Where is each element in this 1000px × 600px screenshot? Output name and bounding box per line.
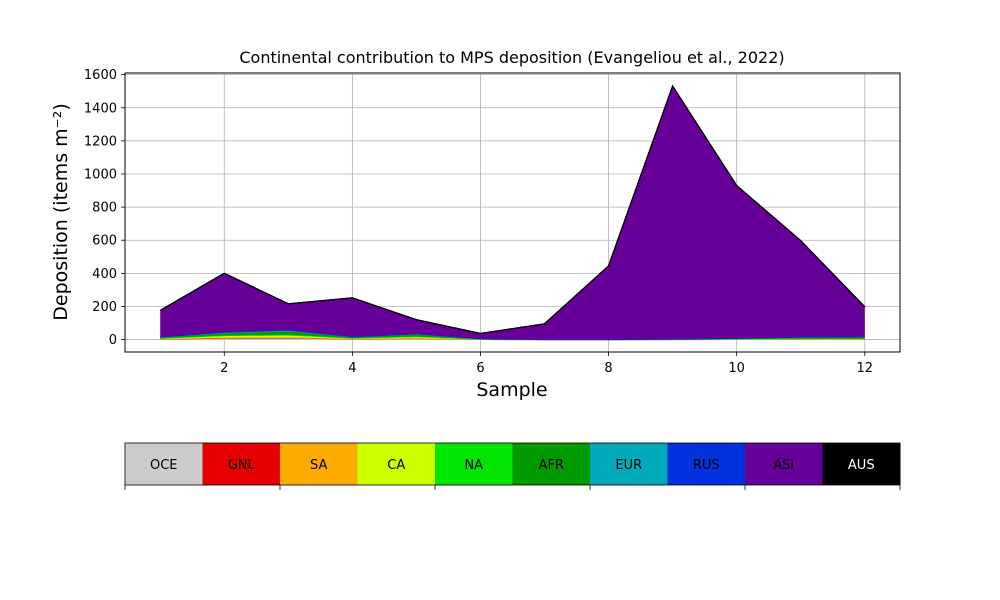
legend-label-afr: AFR <box>539 458 564 473</box>
legend-label-na: NA <box>464 458 483 473</box>
legend-swatch-gnl <box>202 443 281 485</box>
y-tick-label: 0 <box>109 333 117 348</box>
legend-label-ca: CA <box>387 458 405 473</box>
legend-swatch-afr <box>512 443 591 485</box>
legend-label-gnl: GNL <box>228 458 256 473</box>
x-tick-label: 2 <box>220 361 228 376</box>
x-tick-label: 12 <box>856 361 873 376</box>
legend-swatch-asi <box>745 443 823 485</box>
area-asi <box>160 86 865 340</box>
x-tick-label: 10 <box>728 361 745 376</box>
legend-swatch-rus <box>667 443 746 485</box>
y-tick-label: 1400 <box>84 101 117 116</box>
y-tick-label: 200 <box>92 300 117 315</box>
y-tick-label: 600 <box>92 234 117 249</box>
legend-swatch-na <box>435 443 513 485</box>
colorbar-legend: OCE GNL SA CA NA AFR EUR RUS ASI AUS <box>124 442 901 490</box>
y-tick-label: 1200 <box>84 134 117 149</box>
legend-swatch-aus <box>822 443 901 485</box>
legend-swatch-sa <box>280 443 358 485</box>
stacked-areas <box>159 84 866 341</box>
plot-frame <box>124 72 901 353</box>
axis-ticks: 2 4 6 8 10 12 0 200 400 600 800 1000 1200 1400 1600 <box>84 68 873 376</box>
y-tick-label: 1600 <box>84 68 117 83</box>
legend-label-eur: EUR <box>615 458 642 473</box>
legend-label-sa: SA <box>310 458 327 473</box>
legend-label-asi: ASI <box>773 458 794 473</box>
chart-title: Continental contribution to MPS depositi… <box>239 48 784 67</box>
legend-label-oce: OCE <box>150 458 178 473</box>
x-tick-label: 6 <box>476 361 484 376</box>
legend-swatch-ca <box>357 443 436 485</box>
legend-swatch-oce <box>125 443 203 485</box>
legend-label-rus: RUS <box>693 458 720 473</box>
x-axis-label: Sample <box>476 379 547 401</box>
x-tick-label: 4 <box>348 361 356 376</box>
y-tick-label: 1000 <box>84 168 117 183</box>
legend-swatch-eur <box>590 443 668 485</box>
legend-label-aus: AUS <box>848 458 875 473</box>
y-axis-label: Deposition (items m⁻²) <box>50 103 72 320</box>
total-outline <box>159 84 866 335</box>
y-tick-label: 800 <box>92 201 117 216</box>
y-tick-label: 400 <box>92 267 117 282</box>
legend-frame <box>124 442 901 486</box>
x-tick-label: 8 <box>604 361 612 376</box>
